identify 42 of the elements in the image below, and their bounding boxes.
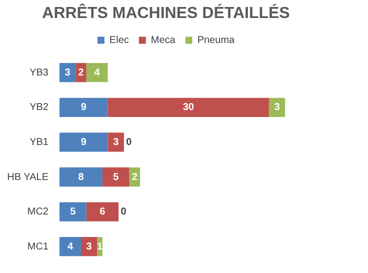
legend-label: Elec — [109, 34, 129, 46]
data-label: 9 — [80, 102, 87, 114]
bar — [60, 202, 86, 222]
bar — [102, 167, 130, 187]
y-tick-label: YB2 — [30, 102, 49, 114]
data-label: 3 — [64, 67, 71, 78]
bar — [268, 98, 286, 117]
bar — [60, 98, 108, 117]
data-label: 1 — [96, 241, 103, 252]
legend-label: Meca — [150, 34, 176, 46]
chart-title: ARRÊTS MACHINES DÉTAILLÉS — [42, 3, 290, 22]
data-label: 0 — [120, 206, 127, 218]
legend-label: Pneuma — [197, 34, 236, 46]
bar — [76, 63, 86, 82]
bar — [60, 167, 102, 187]
y-tick-label: MC2 — [27, 206, 49, 218]
bar — [108, 98, 269, 117]
bar — [86, 202, 119, 222]
bar — [60, 63, 76, 82]
data-label: 5 — [113, 172, 120, 183]
data-label: 0 — [126, 136, 132, 148]
y-tick-label: HB YALE — [7, 172, 49, 183]
bar — [108, 132, 124, 152]
data-label: 3 — [113, 136, 120, 148]
data-label: 2 — [78, 67, 84, 78]
data-label: 3 — [274, 102, 280, 114]
data-label: 5 — [70, 206, 76, 218]
y-tick-label: MC1 — [27, 241, 49, 252]
data-label: 2 — [132, 172, 138, 183]
bar — [60, 237, 81, 256]
bar — [80, 237, 98, 256]
data-label: 9 — [80, 136, 87, 148]
bar — [60, 132, 108, 152]
data-label: 4 — [94, 67, 100, 78]
data-label: 8 — [78, 172, 84, 183]
data-label: 6 — [100, 206, 106, 218]
data-label: 3 — [86, 241, 92, 252]
y-tick-label: YB3 — [30, 67, 49, 78]
data-label: 30 — [182, 102, 194, 114]
bar — [86, 63, 108, 82]
data-label: 4 — [67, 241, 74, 252]
y-tick-label: YB1 — [30, 136, 49, 148]
